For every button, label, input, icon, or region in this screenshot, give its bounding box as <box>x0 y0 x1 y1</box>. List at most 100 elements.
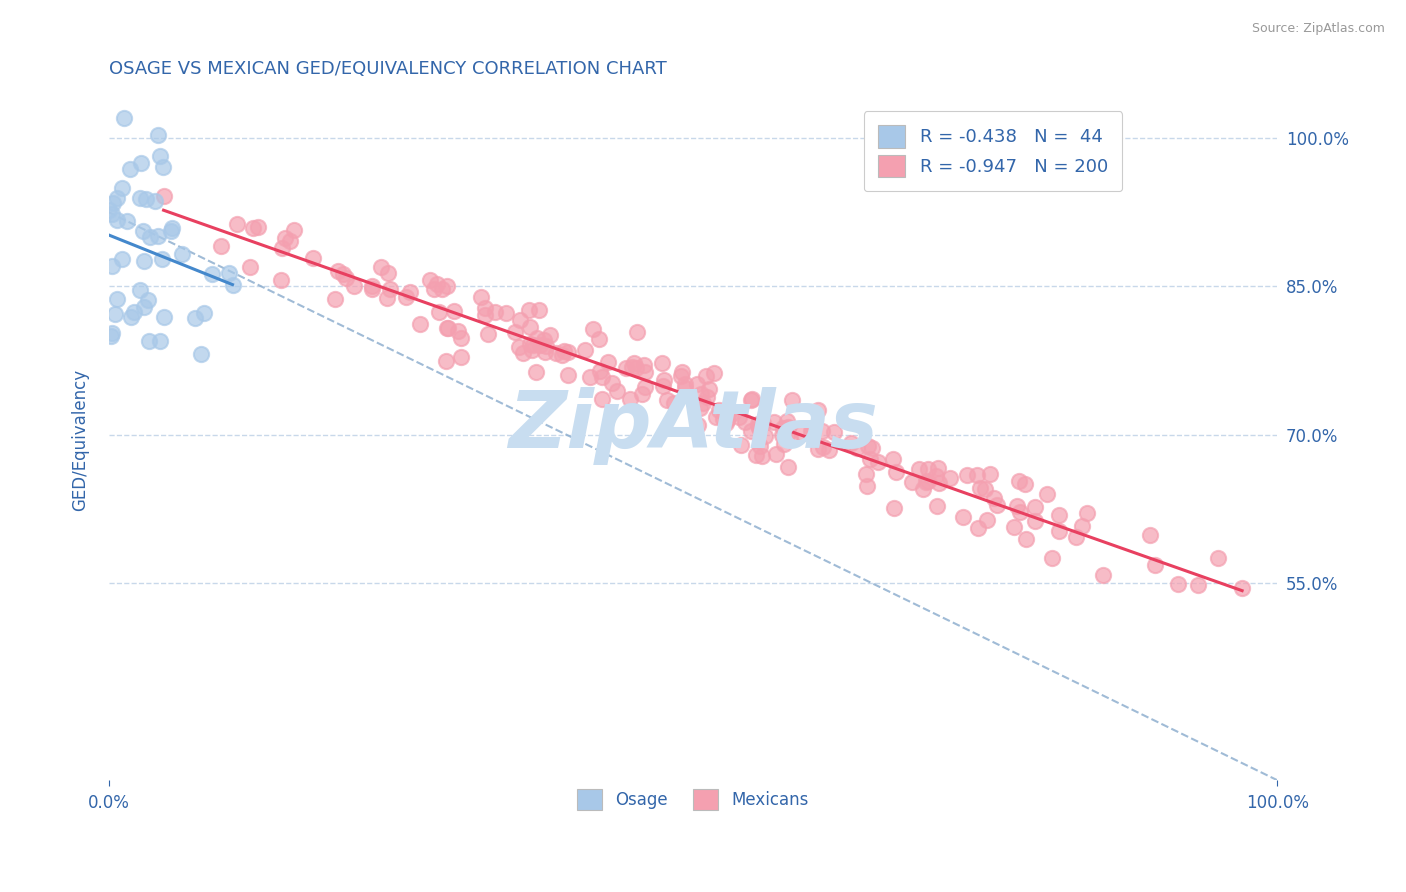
Point <box>1167 577 1189 591</box>
Point <box>1024 500 1046 514</box>
Point <box>1230 581 1253 595</box>
Point <box>614 361 637 376</box>
Point <box>1092 568 1115 582</box>
Point <box>399 285 422 299</box>
Point <box>111 181 134 195</box>
Point <box>811 424 834 438</box>
Point <box>512 346 534 360</box>
Point <box>101 196 124 211</box>
Point <box>772 421 794 435</box>
Point <box>143 194 166 209</box>
Point <box>883 500 905 515</box>
Point <box>747 417 769 432</box>
Point <box>536 339 558 353</box>
Point <box>1008 475 1031 489</box>
Point <box>436 278 458 293</box>
Text: Source: ZipAtlas.com: Source: ZipAtlas.com <box>1251 22 1385 36</box>
Point <box>579 370 602 384</box>
Point <box>925 499 948 513</box>
Point <box>917 474 939 488</box>
Point <box>1005 499 1028 513</box>
Point <box>734 415 756 429</box>
Point <box>927 461 949 475</box>
Point <box>152 189 174 203</box>
Point <box>626 325 648 339</box>
Point <box>105 293 128 307</box>
Point <box>939 471 962 485</box>
Point <box>574 343 596 357</box>
Point <box>148 149 170 163</box>
Point <box>152 160 174 174</box>
Point <box>430 282 453 296</box>
Point <box>856 478 879 492</box>
Point <box>651 356 673 370</box>
Point <box>484 305 506 319</box>
Point <box>509 313 531 327</box>
Point <box>882 451 904 466</box>
Point <box>101 259 124 273</box>
Point <box>1047 524 1070 538</box>
Point <box>533 333 555 347</box>
Point <box>138 334 160 348</box>
Point <box>225 217 247 231</box>
Point <box>749 439 772 453</box>
Point <box>146 229 169 244</box>
Point <box>1064 531 1087 545</box>
Point <box>655 393 678 408</box>
Point <box>855 467 877 481</box>
Point <box>631 386 654 401</box>
Point <box>713 412 735 426</box>
Point <box>976 513 998 527</box>
Point <box>209 239 232 253</box>
Point <box>247 219 270 234</box>
Point <box>634 380 657 394</box>
Point <box>728 409 751 424</box>
Point <box>782 392 804 407</box>
Point <box>717 404 740 418</box>
Point <box>239 260 262 274</box>
Point <box>278 234 301 248</box>
Point <box>132 253 155 268</box>
Point <box>170 247 193 261</box>
Point <box>763 415 786 429</box>
Point <box>1206 550 1229 565</box>
Point <box>436 320 458 334</box>
Point <box>270 273 292 287</box>
Point <box>716 416 738 430</box>
Point <box>508 340 530 354</box>
Point <box>100 329 122 343</box>
Point <box>538 327 561 342</box>
Point <box>807 403 830 417</box>
Point <box>474 301 496 315</box>
Point <box>529 338 551 352</box>
Point <box>911 482 934 496</box>
Point <box>908 462 931 476</box>
Point <box>699 382 721 396</box>
Point <box>709 403 731 417</box>
Point <box>139 229 162 244</box>
Point <box>1076 506 1098 520</box>
Point <box>526 331 548 345</box>
Point <box>924 469 946 483</box>
Point <box>776 460 799 475</box>
Point <box>720 407 742 421</box>
Point <box>553 344 575 359</box>
Point <box>1002 520 1025 534</box>
Point <box>716 413 738 427</box>
Point <box>740 393 762 408</box>
Point <box>395 290 418 304</box>
Point <box>901 475 924 490</box>
Point <box>748 420 770 434</box>
Point <box>1024 514 1046 528</box>
Point <box>323 292 346 306</box>
Point <box>419 273 441 287</box>
Point <box>551 347 574 361</box>
Point <box>122 305 145 319</box>
Point <box>752 416 775 430</box>
Point <box>434 354 457 368</box>
Point <box>111 252 134 266</box>
Point <box>770 428 793 442</box>
Point <box>160 223 183 237</box>
Point <box>361 279 384 293</box>
Point <box>703 366 725 380</box>
